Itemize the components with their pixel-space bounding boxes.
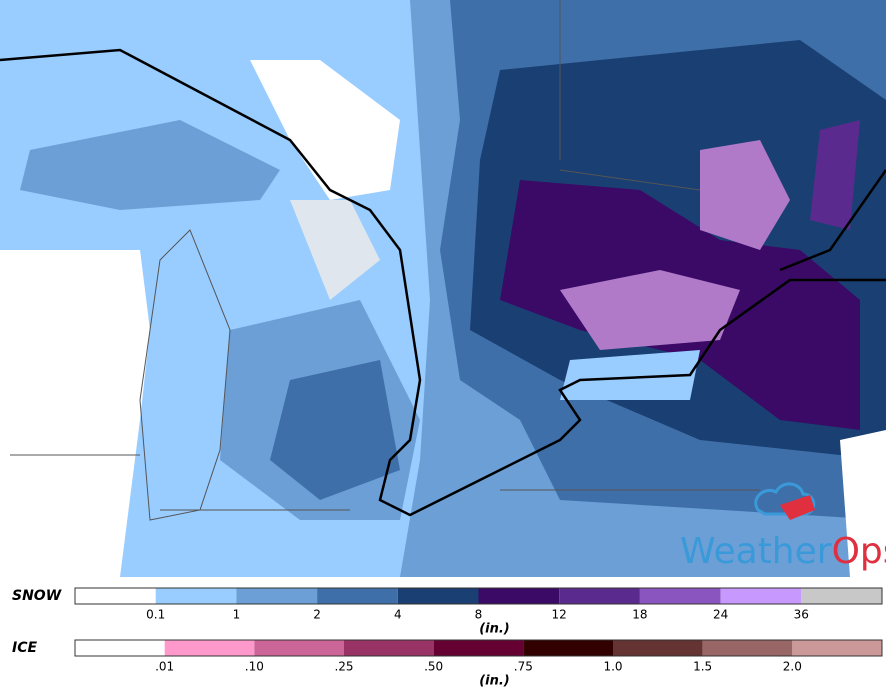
legend-tick: 18 xyxy=(632,608,647,622)
legend-tick: 36 xyxy=(794,608,809,622)
legend-swatch xyxy=(344,640,434,656)
legend-tick: 24 xyxy=(713,608,728,622)
legend-tick: 8 xyxy=(475,608,483,622)
legend-tick: 0.1 xyxy=(146,608,165,622)
legend-tick: 1.0 xyxy=(603,660,622,674)
legend-label: SNOW xyxy=(12,588,62,604)
legend-tick: .75 xyxy=(514,660,533,674)
legend-tick: 2 xyxy=(313,608,321,622)
legend-swatch xyxy=(478,588,560,604)
legend-tick: .50 xyxy=(424,660,443,674)
legend-swatch xyxy=(397,588,479,604)
legend-swatch xyxy=(254,640,344,656)
legend-swatch xyxy=(433,640,524,656)
legend-swatch xyxy=(523,640,613,656)
legend-swatch xyxy=(317,588,398,604)
legend-swatch xyxy=(236,588,318,604)
legend-tick: 12 xyxy=(552,608,567,622)
legend-tick: .10 xyxy=(245,660,264,674)
legend-tick: .01 xyxy=(155,660,174,674)
legend-unit: (in.) xyxy=(479,622,510,637)
legend-swatch xyxy=(164,640,255,656)
legend-tick: 1 xyxy=(233,608,241,622)
legend-frame xyxy=(74,639,883,657)
legend-swatch xyxy=(75,640,165,656)
legend-swatch xyxy=(801,588,882,604)
legend-swatch xyxy=(75,588,156,604)
legend-unit: (in.) xyxy=(479,674,510,689)
legend-swatch xyxy=(613,640,703,656)
legend-swatch xyxy=(559,588,640,604)
map xyxy=(0,0,886,577)
legend-label: ICE xyxy=(12,640,37,656)
legend-swatch xyxy=(639,588,721,604)
legend-tick: 4 xyxy=(394,608,402,622)
legend-swatch xyxy=(720,588,802,604)
legend-tick: 2.0 xyxy=(783,660,802,674)
logo-ops: Ops xyxy=(832,531,886,572)
legend-tick: 1.5 xyxy=(693,660,712,674)
logo-weather: Weather xyxy=(680,531,832,572)
logo-text: WeatherOps xyxy=(680,531,886,572)
logo: WeatherOps xyxy=(680,482,886,572)
legend-swatch xyxy=(155,588,237,604)
legend-swatch xyxy=(702,640,793,656)
legend-tick: .25 xyxy=(334,660,353,674)
legend-frame xyxy=(74,587,883,605)
legend-swatch xyxy=(792,640,882,656)
